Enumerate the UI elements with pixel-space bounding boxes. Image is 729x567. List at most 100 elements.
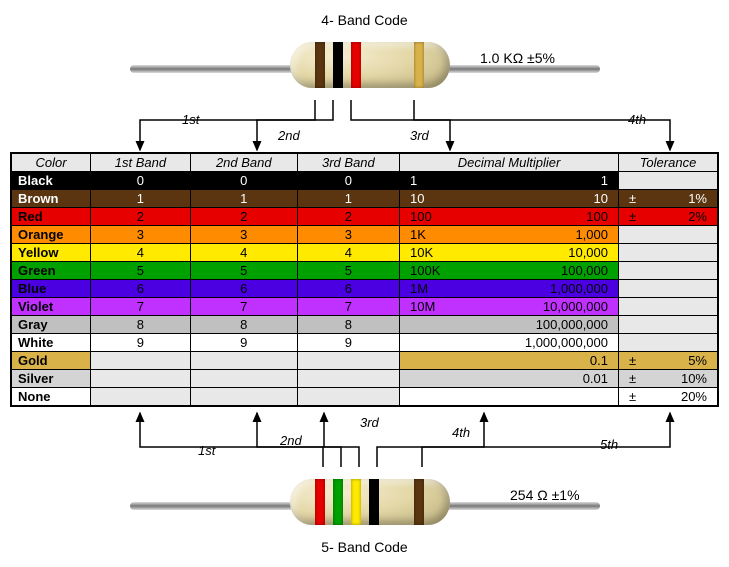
color-name: Violet [11,298,91,316]
multiplier-cell: 0.1 [400,352,619,370]
digit-cell: 9 [91,334,191,352]
digit-cell: 2 [91,208,191,226]
digit-cell: 8 [190,316,297,334]
band [333,42,343,88]
multiplier-cell: 100K100,000 [400,262,619,280]
digit-cell [91,352,191,370]
digit-cell: 6 [297,280,399,298]
table-row: Gold 0.1±5% [11,352,718,370]
table-row: Gray888100,000,000 [11,316,718,334]
multiplier-cell: 1K1,000 [400,226,619,244]
tolerance-cell [619,334,719,352]
multiplier-cell: 10M10,000,000 [400,298,619,316]
color-name: Red [11,208,91,226]
digit-cell: 4 [190,244,297,262]
multiplier-cell: 100,000,000 [400,316,619,334]
table-row: Red222100100±2% [11,208,718,226]
digit-cell [91,370,191,388]
top-title: 4- Band Code [10,12,719,28]
table-row: Violet77710M10,000,000 [11,298,718,316]
tolerance-cell: ±5% [619,352,719,370]
tolerance-cell [619,316,719,334]
tolerance-cell [619,244,719,262]
digit-cell: 1 [91,190,191,208]
color-code-table: Color1st Band2nd Band3rd BandDecimal Mul… [10,152,719,407]
digit-cell: 3 [190,226,297,244]
tolerance-cell: ±1% [619,190,719,208]
digit-cell: 4 [297,244,399,262]
digit-cell: 9 [190,334,297,352]
digit-cell: 8 [297,316,399,334]
band-label: 2nd [280,433,302,448]
resistor-bottom [290,479,450,525]
table-row: Silver0.01±10% [11,370,718,388]
color-name: Green [11,262,91,280]
table-row: Black00011 [11,172,718,190]
bottom-resistor-row: 254 Ω ±1% [10,467,719,537]
digit-cell [190,388,297,407]
digit-cell: 0 [297,172,399,190]
tolerance-cell [619,226,719,244]
tolerance-cell: ±10% [619,370,719,388]
color-name: Yellow [11,244,91,262]
digit-cell: 3 [91,226,191,244]
band-label: 3rd [410,128,429,143]
band-label: 5th [600,437,618,452]
band [351,479,361,525]
color-name: Black [11,172,91,190]
multiplier-cell: 1M1,000,000 [400,280,619,298]
color-name: Brown [11,190,91,208]
multiplier-cell: 10K10,000 [400,244,619,262]
table-row: None±20% [11,388,718,407]
digit-cell [297,388,399,407]
digit-cell: 2 [297,208,399,226]
color-name: Orange [11,226,91,244]
band [315,479,325,525]
digit-cell: 8 [91,316,191,334]
digit-cell: 5 [297,262,399,280]
multiplier-cell: 100100 [400,208,619,226]
digit-cell: 7 [91,298,191,316]
digit-cell: 5 [91,262,191,280]
table-row: Blue6661M1,000,000 [11,280,718,298]
color-name: Gold [11,352,91,370]
digit-cell [91,388,191,407]
multiplier-cell: 1,000,000,000 [400,334,619,352]
multiplier-cell: 11 [400,172,619,190]
digit-cell [297,352,399,370]
tolerance-cell [619,298,719,316]
arrows-top: 1st2nd3rd4th [10,100,719,152]
resistor-top [290,42,450,88]
band [414,479,424,525]
band [414,42,424,88]
top-resistor-row: 1.0 KΩ ±5% [10,30,719,100]
table-row: Orange3331K1,000 [11,226,718,244]
band [333,479,343,525]
digit-cell: 6 [91,280,191,298]
multiplier-cell: 0.01 [400,370,619,388]
color-name: None [11,388,91,407]
digit-cell [297,370,399,388]
color-name: Gray [11,316,91,334]
table-row: Brown1111010±1% [11,190,718,208]
tolerance-cell [619,280,719,298]
digit-cell: 1 [190,190,297,208]
multiplier-cell [400,388,619,407]
digit-cell: 9 [297,334,399,352]
band [315,42,325,88]
digit-cell: 5 [190,262,297,280]
multiplier-cell: 1010 [400,190,619,208]
color-name: White [11,334,91,352]
digit-cell: 4 [91,244,191,262]
digit-cell: 2 [190,208,297,226]
bottom-value: 254 Ω ±1% [510,487,580,503]
table-row: Yellow44410K10,000 [11,244,718,262]
digit-cell: 7 [297,298,399,316]
band [369,479,379,525]
top-value: 1.0 KΩ ±5% [480,50,555,66]
table-row: White9991,000,000,000 [11,334,718,352]
digit-cell: 0 [190,172,297,190]
band-label: 3rd [360,415,379,430]
tolerance-cell [619,262,719,280]
band [351,42,361,88]
